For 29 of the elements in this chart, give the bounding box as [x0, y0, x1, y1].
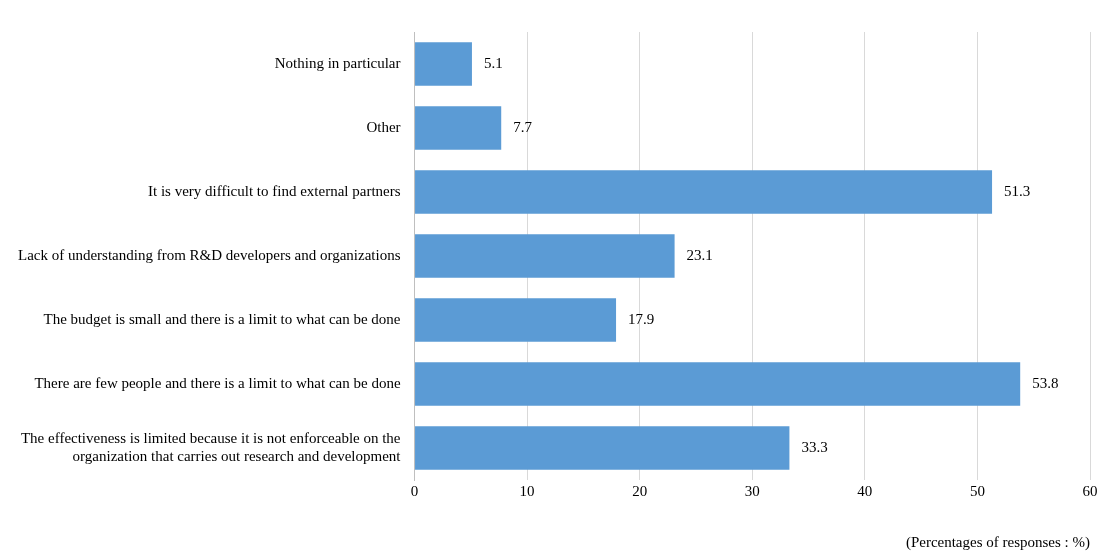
bar [415, 42, 472, 86]
y-tick-label: Lack of understanding from R&D developers and organizations [17, 246, 401, 263]
x-tick-label: 50 [969, 482, 985, 499]
y-tick-label: It is very difficult to find external partners [147, 182, 401, 199]
data-label: 51.3 [1004, 182, 1031, 199]
bar [415, 426, 790, 470]
data-label: 23.1 [686, 246, 713, 263]
data-label: 7.7 [513, 118, 533, 135]
y-tick-label: The effectiveness is limited because it is not enforceable on the organization that carries out research and development [20, 429, 402, 464]
bar [415, 170, 993, 214]
x-tick-label: 60 [1082, 482, 1098, 499]
bar [415, 298, 617, 342]
x-tick-label: 0 [410, 482, 419, 499]
x-tick-label: 40 [857, 482, 873, 499]
y-tick-label: Other [366, 118, 401, 135]
data-label: 53.8 [1032, 374, 1059, 391]
data-label: 5.1 [483, 54, 503, 71]
data-label: 17.9 [628, 310, 655, 327]
bar [415, 106, 502, 150]
y-tick-label: Nothing in particular [274, 54, 401, 71]
x-tick-label: 10 [519, 482, 535, 499]
y-tick-label: The budget is small and there is a limit to what can be done [43, 310, 401, 327]
y-tick-label: There are few people and there is a limit to what can be done [34, 374, 401, 391]
data-label: 33.3 [801, 438, 828, 455]
x-axis-title: (Percentages of responses : %) [905, 533, 1090, 551]
bar [415, 362, 1021, 406]
x-tick-label: 20 [632, 482, 648, 499]
bar [415, 234, 675, 278]
x-tick-label: 30 [744, 482, 760, 499]
